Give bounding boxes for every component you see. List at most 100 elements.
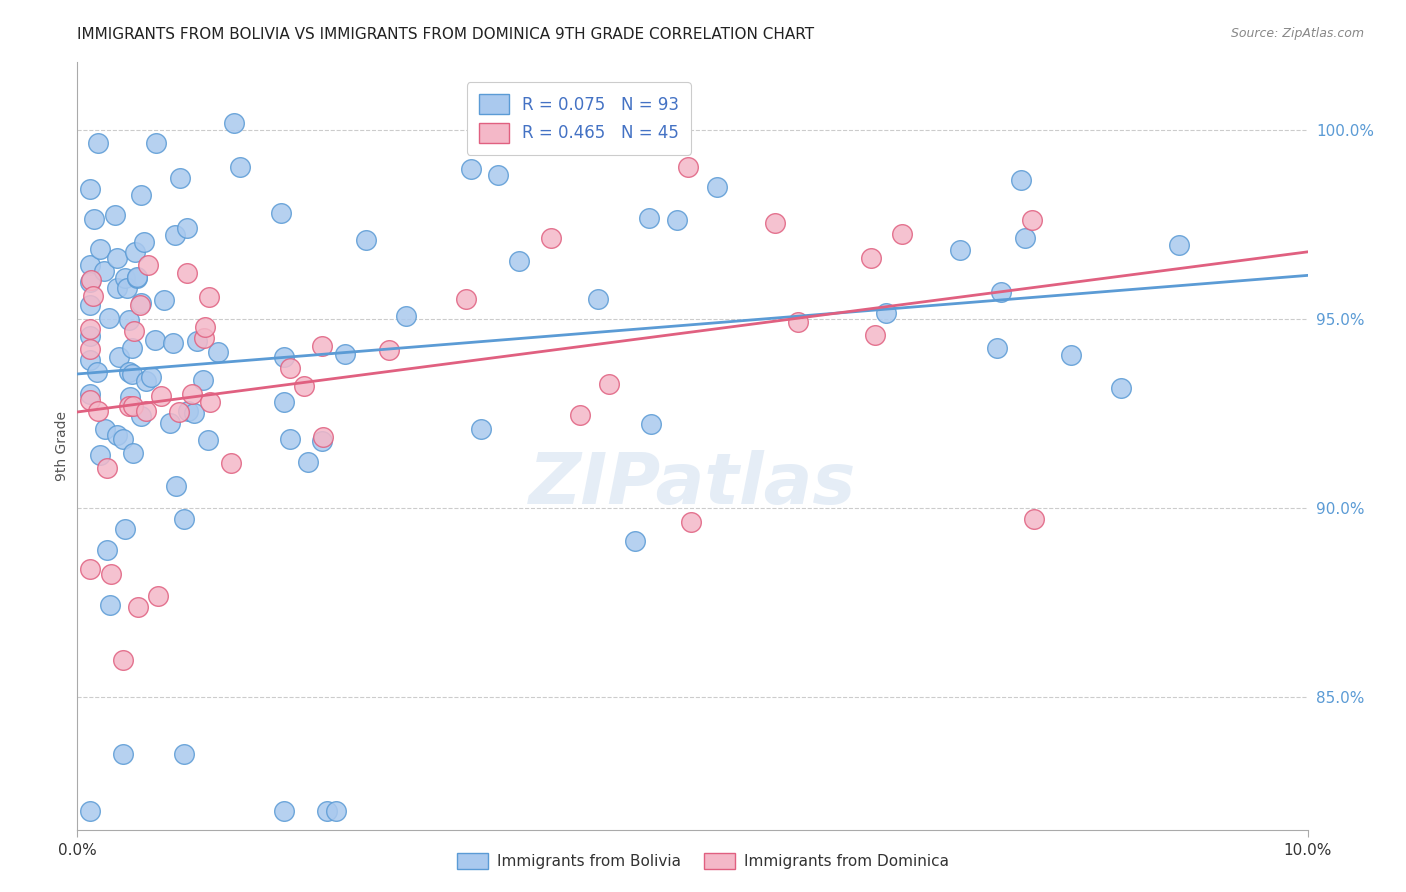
- Point: [104, 208, 127, 222]
- Text: IMMIGRANTS FROM BOLIVIA VS IMMIGRANTS FROM DOMINICA 9TH GRADE CORRELATION CHART: IMMIGRANTS FROM BOLIVIA VS IMMIGRANTS FR…: [77, 27, 814, 42]
- Point: [93, 264, 115, 278]
- Point: [150, 389, 173, 403]
- Point: [193, 373, 215, 387]
- Point: [145, 136, 167, 150]
- Point: [79, 342, 101, 356]
- Point: [177, 403, 200, 417]
- Point: [280, 432, 302, 446]
- Point: [891, 227, 914, 241]
- Point: [159, 416, 181, 430]
- Legend: R = 0.075   N = 93, R = 0.465   N = 45: R = 0.075 N = 93, R = 0.465 N = 45: [467, 82, 690, 154]
- Point: [129, 295, 152, 310]
- Point: [79, 275, 101, 289]
- Point: [153, 293, 176, 307]
- Point: [706, 180, 728, 194]
- Point: [278, 360, 301, 375]
- Point: [229, 160, 252, 174]
- Point: [198, 395, 221, 409]
- Point: [292, 379, 315, 393]
- Point: [640, 417, 662, 432]
- Point: [1059, 348, 1081, 362]
- Point: [311, 339, 333, 353]
- Point: [1021, 213, 1043, 227]
- Point: [100, 566, 122, 581]
- Point: [122, 324, 145, 338]
- Text: ZIPatlas: ZIPatlas: [529, 450, 856, 519]
- Point: [79, 273, 101, 287]
- Point: [540, 231, 562, 245]
- Point: [120, 390, 142, 404]
- Text: Source: ZipAtlas.com: Source: ZipAtlas.com: [1230, 27, 1364, 40]
- Point: [118, 313, 141, 327]
- Point: [378, 343, 401, 357]
- Point: [990, 285, 1012, 300]
- Point: [194, 319, 217, 334]
- Point: [127, 600, 149, 615]
- Legend: Immigrants from Bolivia, Immigrants from Dominica: Immigrants from Bolivia, Immigrants from…: [451, 847, 955, 875]
- Point: [165, 478, 187, 492]
- Point: [456, 293, 478, 307]
- Point: [105, 251, 128, 265]
- Point: [121, 367, 143, 381]
- Point: [114, 271, 136, 285]
- Point: [79, 387, 101, 401]
- Point: [165, 227, 187, 242]
- Point: [127, 270, 149, 285]
- Point: [79, 328, 101, 343]
- Point: [96, 460, 118, 475]
- Point: [354, 233, 377, 247]
- Point: [198, 290, 221, 304]
- Point: [186, 334, 208, 348]
- Point: [115, 281, 138, 295]
- Point: [598, 376, 620, 391]
- Point: [865, 328, 887, 343]
- Point: [173, 511, 195, 525]
- Point: [395, 310, 418, 324]
- Point: [273, 395, 295, 409]
- Point: [273, 804, 295, 818]
- Point: [112, 652, 135, 666]
- Point: [681, 515, 703, 529]
- Point: [325, 804, 347, 818]
- Point: [118, 400, 141, 414]
- Point: [207, 344, 229, 359]
- Point: [787, 315, 810, 329]
- Point: [470, 422, 492, 436]
- Point: [79, 182, 101, 196]
- Point: [270, 205, 292, 219]
- Point: [624, 533, 647, 548]
- Point: [169, 405, 191, 419]
- Point: [122, 445, 145, 459]
- Point: [96, 543, 118, 558]
- Point: [162, 335, 184, 350]
- Point: [132, 235, 155, 249]
- Point: [273, 350, 295, 364]
- Point: [79, 321, 101, 335]
- Point: [143, 333, 166, 347]
- Point: [586, 292, 609, 306]
- Point: [89, 242, 111, 256]
- Point: [135, 374, 157, 388]
- Point: [1014, 230, 1036, 244]
- Point: [222, 116, 245, 130]
- Point: [1167, 238, 1189, 252]
- Point: [112, 432, 135, 446]
- Point: [335, 347, 357, 361]
- Point: [316, 804, 339, 818]
- Point: [311, 434, 333, 449]
- Point: [129, 298, 152, 312]
- Point: [94, 422, 117, 436]
- Point: [197, 433, 219, 447]
- Point: [297, 455, 319, 469]
- Point: [112, 747, 135, 761]
- Point: [79, 258, 101, 272]
- Point: [169, 170, 191, 185]
- Point: [678, 160, 700, 174]
- Point: [1024, 512, 1046, 526]
- Point: [986, 341, 1008, 355]
- Point: [107, 428, 129, 442]
- Point: [146, 590, 169, 604]
- Point: [79, 804, 101, 818]
- Point: [763, 216, 786, 230]
- Point: [124, 244, 146, 259]
